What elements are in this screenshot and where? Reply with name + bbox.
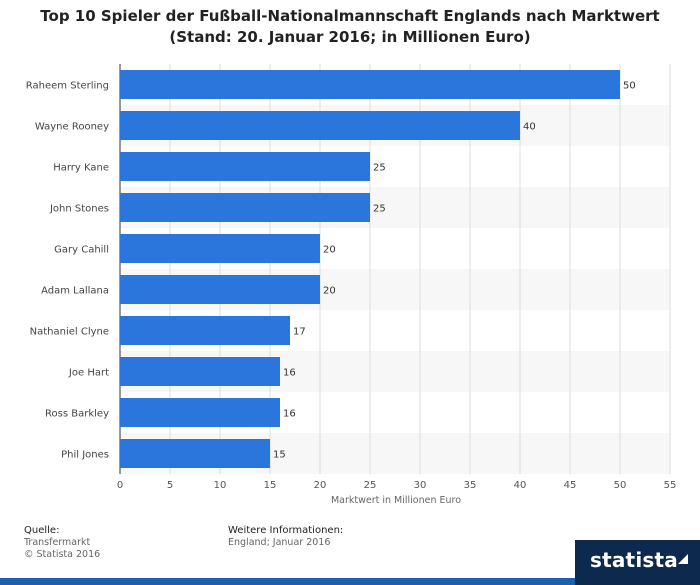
bar[interactable] [120, 111, 520, 140]
value-label: 50 [623, 81, 636, 92]
info-block[interactable]: Weitere Informationen: England; Januar 2… [228, 525, 343, 549]
category-label: Nathaniel Clyne [30, 327, 109, 338]
value-label: 17 [293, 327, 306, 338]
logo-background [575, 540, 700, 585]
category-label: Joe Hart [68, 368, 109, 379]
value-label: 40 [523, 122, 536, 133]
bars [120, 70, 620, 468]
x-tick-label: 30 [414, 480, 427, 491]
source-label: Quelle: [24, 525, 60, 536]
value-label: 25 [373, 204, 386, 215]
info-label[interactable]: Weitere Informationen: [228, 525, 344, 536]
x-tick-label: 0 [117, 480, 123, 491]
category-label: Adam Lallana [41, 286, 109, 297]
title-line-1: Top 10 Spieler der Fußball-Nationalmanns… [40, 7, 660, 25]
title-line-2: (Stand: 20. Januar 2016; in Millionen Eu… [169, 28, 531, 46]
footer-accent-bar [0, 578, 700, 585]
bar[interactable] [120, 70, 620, 99]
category-label: Phil Jones [61, 450, 109, 461]
value-label: 25 [373, 163, 386, 174]
category-label: Raheem Sterling [26, 81, 109, 92]
source-line-2: © Statista 2016 [24, 549, 101, 560]
bar[interactable] [120, 193, 370, 222]
x-tick-label: 25 [364, 480, 377, 491]
x-tick-label: 5 [167, 480, 173, 491]
x-axis-label: Marktwert in Millionen Euro [331, 495, 461, 506]
statista-logo[interactable]: statista [590, 548, 678, 572]
value-labels: 50 40 25 25 20 20 17 16 16 15 [273, 81, 636, 461]
source-line-1: Transfermarkt [24, 537, 91, 548]
statista-logo-icon [678, 554, 688, 564]
bar[interactable] [120, 357, 280, 386]
category-label: John Stones [49, 204, 109, 215]
x-tick-labels: 0 5 10 15 20 25 30 35 40 45 50 55 [117, 480, 677, 491]
bar[interactable] [120, 398, 280, 427]
x-tick-label: 10 [214, 480, 227, 491]
category-labels: Raheem Sterling Wayne Rooney Harry Kane Joh… [26, 81, 109, 461]
bar[interactable] [120, 152, 370, 181]
x-tick-label: 50 [614, 480, 627, 491]
x-tick-label: 40 [514, 480, 527, 491]
category-label: Ross Barkley [45, 409, 109, 420]
bar[interactable] [120, 234, 320, 263]
value-label: 16 [283, 409, 296, 420]
x-tick-label: 35 [464, 480, 477, 491]
value-label: 15 [273, 450, 286, 461]
bar[interactable] [120, 316, 290, 345]
chart-title: Top 10 Spieler der Fußball-Nationalmanns… [0, 6, 700, 48]
category-label: Harry Kane [53, 163, 109, 174]
bar[interactable] [120, 439, 270, 468]
value-label: 16 [283, 368, 296, 379]
x-tick-label: 20 [314, 480, 327, 491]
value-label: 20 [323, 245, 336, 256]
category-label: Wayne Rooney [35, 122, 109, 133]
info-line-1: England; Januar 2016 [228, 537, 331, 548]
bar[interactable] [120, 275, 320, 304]
x-tick-label: 55 [664, 480, 677, 491]
value-label: 20 [323, 286, 336, 297]
source-block: Quelle: Transfermarkt © Statista 2016 [24, 525, 100, 561]
x-tick-label: 15 [264, 480, 277, 491]
x-tick-label: 45 [564, 480, 577, 491]
category-label: Gary Cahill [54, 245, 109, 256]
